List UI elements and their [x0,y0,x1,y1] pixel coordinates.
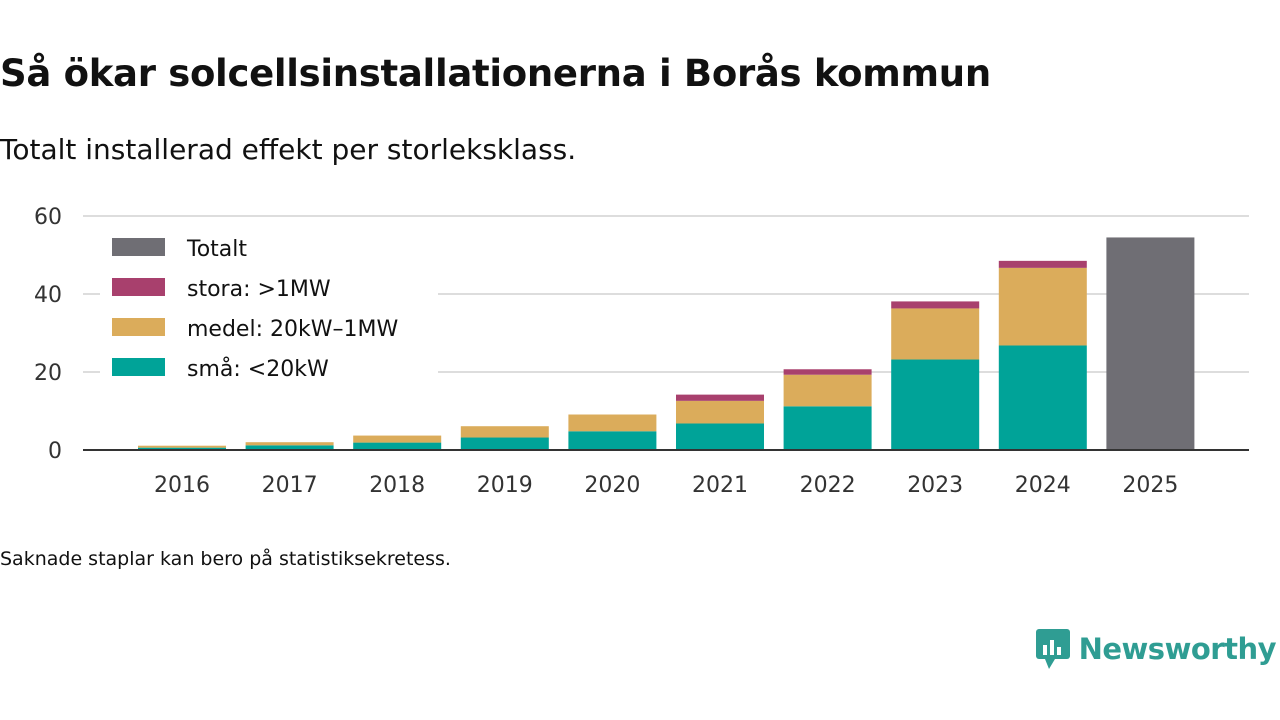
x-tick-label: 2025 [1122,473,1178,498]
x-tick-label: 2021 [692,473,748,498]
chart-subtitle: Totalt installerad effekt per storlekskl… [0,133,577,166]
x-tick-label: 2019 [477,473,533,498]
legend-swatch [112,318,165,336]
x-tick-label: 2016 [154,473,210,498]
bar-segment [1106,237,1195,450]
footnote: Saknade staplar kan bero på statistiksek… [0,548,451,570]
bar-segment [245,445,334,450]
bar-segment [245,442,334,446]
x-axis-ticks: 2016 2017 2018 2019 2020 2021 2022 2023 2024 2025 [154,473,1178,498]
bar-segment [891,308,980,360]
x-tick-label: 2017 [262,473,318,498]
bar-segment [783,369,872,375]
brand-name: Newsworthy [1078,632,1277,666]
bar-segment [998,345,1087,450]
bar-segment [783,374,872,407]
newsworthy-logo-icon [1035,629,1070,669]
x-tick-label: 2018 [369,473,425,498]
bar-segment [460,437,549,450]
y-tick-label: 20 [34,361,62,386]
chart-title: Så ökar solcellsinstallationerna i Borås… [0,52,991,95]
bar-segment [676,400,764,424]
brand-logo: Newsworthy [1035,628,1277,670]
y-axis-ticks: 0 20 40 60 [34,205,62,464]
y-tick-label: 60 [34,205,62,230]
legend-swatch [112,358,165,376]
bar-segment [998,260,1087,268]
stacked-bar-chart: 0 20 40 60 Totalt stora: >1MW medel: 20kW–1MW… [34,205,1249,498]
bars [138,237,1195,450]
bar-segment [998,267,1087,346]
x-tick-label: 2020 [584,473,640,498]
x-tick-label: 2023 [907,473,963,498]
y-tick-label: 40 [34,283,62,308]
legend-swatch [112,278,165,296]
bar-segment [568,414,657,432]
bar-segment [460,426,549,438]
bar-segment [891,359,980,450]
bar-segment [783,406,872,450]
bar-segment [568,431,657,450]
x-tick-label: 2024 [1015,473,1071,498]
y-tick-label: 0 [48,439,62,464]
legend-label: små: <20kW [187,356,329,382]
legend-label: medel: 20kW–1MW [187,317,398,342]
bar-segment [676,423,764,450]
bar-segment [891,301,980,309]
bar-segment [138,447,226,450]
bar-segment [676,394,764,401]
bar-segment [353,435,442,443]
bar-segment [138,445,226,448]
legend-label: Totalt [186,237,247,262]
legend-swatch [112,238,165,256]
legend: Totalt stora: >1MW medel: 20kW–1MW små: <20… [100,226,438,386]
bar-segment [353,442,442,450]
legend-label: stora: >1MW [187,277,331,302]
x-tick-label: 2022 [800,473,856,498]
